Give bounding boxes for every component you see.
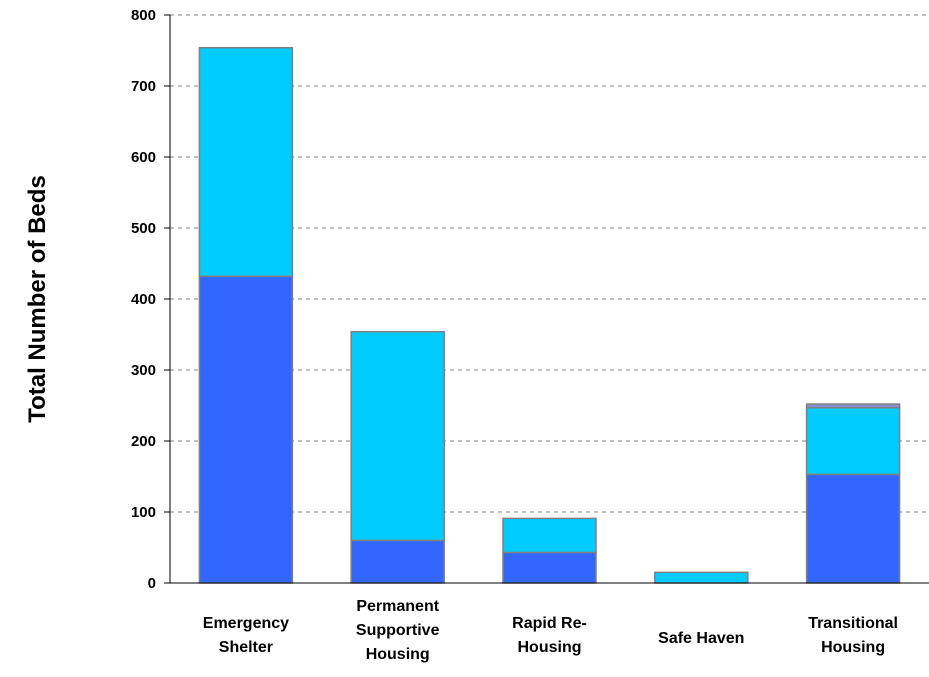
bars [198,46,901,584]
y-tick-label: 600 [131,149,156,166]
bar-segment [805,403,901,409]
category-label: Safe Haven [658,630,744,647]
bar-segment [198,46,294,278]
category-label-line: Permanent [356,598,439,615]
bar-segment [502,551,597,584]
category-label-line: Housing [366,646,430,663]
bar-segment [805,406,901,476]
category-label-line: Housing [518,639,582,656]
bar-segment [350,539,445,584]
y-tick-label: 800 [131,7,156,24]
category-label: Rapid Re- Housing [512,615,587,656]
category-labels: Emergency Shelter Permanent Supportive Housi… [203,598,898,663]
y-axis-title: Total Number of Beds [24,175,51,423]
category-label-line: Transitional [808,615,898,632]
category-label: Permanent Supportive Housing [356,598,440,663]
category-label-line: Rapid Re- [512,615,587,632]
category-label-line: Housing [821,639,885,656]
y-tick-label: 400 [131,291,156,308]
y-tick-label: 300 [131,362,156,379]
bar-segment [198,275,294,584]
category-label-line: Shelter [219,639,273,656]
y-tick-label: 0 [148,575,156,592]
category-label: Emergency Shelter [203,615,289,656]
gridlines [170,14,929,513]
y-tick-label: 100 [131,504,156,521]
category-label-line: Safe Haven [658,630,744,647]
category-label: Transitional Housing [808,615,898,656]
y-tick-labels: 0 100 200 300 400 500 600 700 800 [131,7,170,592]
bar-segment [805,473,901,584]
category-label-line: Emergency [203,615,289,632]
bar-segment [654,571,749,584]
y-tick-label: 500 [131,220,156,237]
bar-segment [350,330,445,542]
category-label-line: Supportive [356,622,440,639]
y-tick-label: 700 [131,78,156,95]
bar-segment [502,517,597,554]
y-tick-label: 200 [131,433,156,450]
